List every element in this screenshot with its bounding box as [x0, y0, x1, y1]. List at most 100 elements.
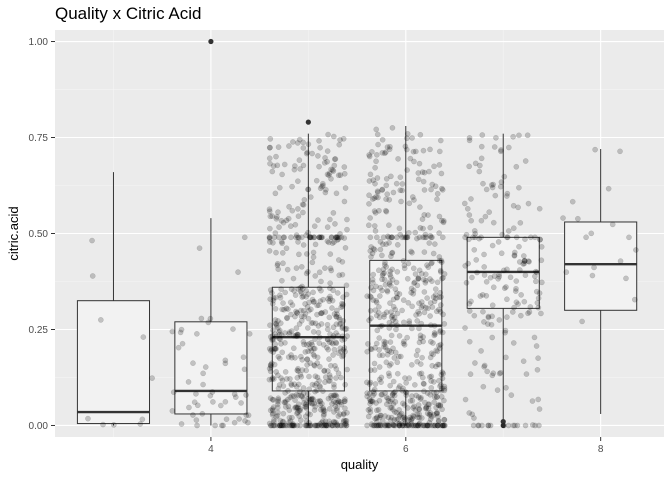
data-point: [434, 190, 441, 197]
data-point: [300, 209, 306, 216]
data-point: [426, 411, 433, 418]
data-point: [316, 285, 323, 292]
data-point: [271, 422, 277, 429]
data-point: [303, 270, 310, 277]
data-point: [389, 124, 396, 131]
data-point: [271, 361, 278, 368]
data-point: [404, 405, 411, 411]
data-point: [420, 380, 427, 387]
data-point: [325, 422, 331, 429]
data-point: [310, 345, 317, 352]
data-point: [415, 422, 422, 429]
data-point: [368, 315, 374, 322]
data-point: [312, 403, 318, 410]
data-point: [421, 388, 427, 395]
data-point: [381, 343, 387, 350]
data-point: [424, 422, 431, 429]
data-point: [385, 422, 392, 429]
data-point: [392, 349, 399, 356]
data-point: [495, 239, 502, 245]
data-point: [323, 422, 330, 429]
data-point: [516, 259, 523, 265]
data-point: [284, 422, 290, 429]
data-point: [292, 397, 298, 404]
data-point: [420, 234, 426, 241]
data-point: [295, 368, 301, 374]
data-point: [513, 278, 520, 284]
data-point: [292, 354, 298, 361]
data-point: [294, 310, 300, 316]
data-point: [437, 289, 444, 296]
data-point: [414, 411, 421, 418]
data-point: [333, 399, 339, 406]
data-point: [439, 406, 445, 413]
data-point: [502, 327, 509, 334]
data-point: [241, 234, 248, 241]
data-point: [409, 194, 416, 200]
data-point: [433, 363, 439, 370]
data-point: [464, 205, 471, 212]
data-point: [434, 410, 440, 417]
data-point: [389, 312, 396, 319]
data-point: [149, 375, 155, 381]
data-point: [335, 350, 342, 356]
data-point: [417, 332, 424, 339]
data-point: [403, 389, 410, 396]
data-point: [286, 331, 292, 337]
data-point: [291, 163, 298, 169]
data-point: [471, 227, 478, 234]
data-point: [533, 269, 540, 276]
data-point: [411, 280, 417, 287]
data-point: [281, 234, 288, 241]
data-point: [367, 409, 374, 415]
data-point: [268, 346, 275, 352]
data-point: [300, 293, 307, 299]
data-point: [337, 422, 344, 429]
data-point: [431, 298, 438, 305]
data-point: [338, 234, 345, 241]
data-point: [391, 416, 398, 423]
data-point: [235, 269, 241, 275]
data-point: [537, 236, 543, 243]
data-point: [395, 353, 402, 360]
data-point: [342, 421, 349, 428]
data-point: [412, 229, 419, 236]
data-point: [386, 279, 393, 286]
data-point: [375, 194, 381, 201]
data-point: [267, 144, 273, 151]
data-point: [314, 387, 320, 394]
data-point: [385, 398, 392, 404]
data-point: [434, 348, 441, 355]
data-point: [285, 387, 291, 394]
data-point: [212, 422, 218, 429]
data-point: [471, 246, 478, 253]
data-point: [305, 422, 312, 429]
data-point: [411, 279, 418, 286]
data-point: [479, 422, 485, 429]
data-point: [306, 234, 313, 240]
data-point: [399, 422, 406, 429]
data-point: [389, 250, 395, 257]
data-point: [428, 234, 435, 241]
data-point: [274, 162, 281, 169]
data-point: [394, 268, 401, 275]
data-point: [333, 407, 340, 414]
data-point: [266, 155, 273, 162]
data-point: [340, 410, 347, 417]
data-point: [330, 418, 337, 425]
data-point: [435, 418, 442, 425]
data-point: [525, 258, 532, 265]
data-point: [493, 134, 499, 141]
data-point: [421, 309, 428, 316]
data-point: [281, 306, 287, 313]
data-point: [342, 405, 348, 412]
data-point: [334, 234, 341, 241]
data-point: [439, 186, 446, 193]
data-point: [280, 410, 287, 417]
data-point: [365, 222, 372, 229]
data-point: [288, 234, 294, 241]
data-point: [379, 276, 385, 283]
data-point: [331, 409, 337, 415]
data-point: [441, 321, 448, 327]
data-point: [308, 400, 315, 406]
